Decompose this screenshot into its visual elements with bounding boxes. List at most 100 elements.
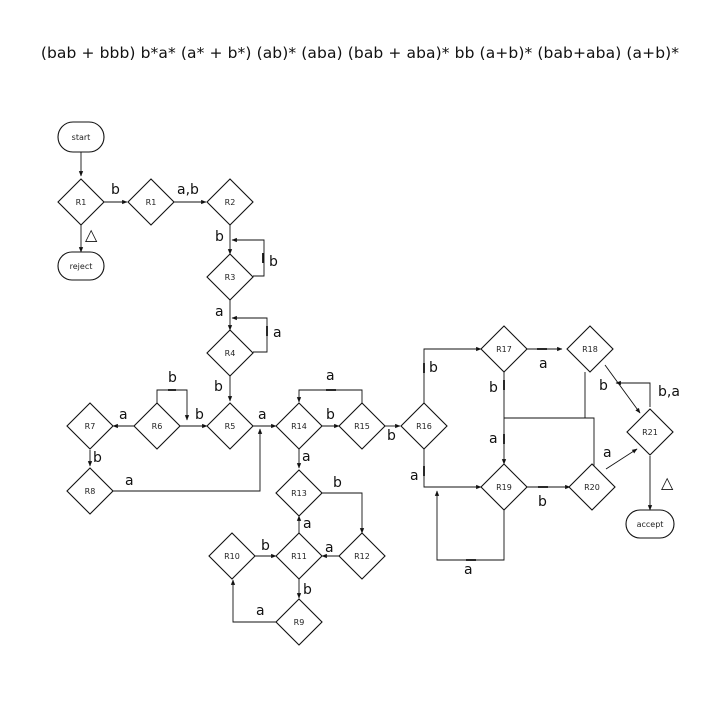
r13-label: R13	[291, 489, 307, 498]
label-r13-r12: b	[333, 475, 342, 491]
regex-title: (bab + bbb) b*a* (a* + b*) (ab)* (aba) (…	[40, 44, 680, 62]
r19-node[interactable]: R19	[480, 463, 528, 511]
r11-label: R11	[291, 552, 307, 561]
r11-node[interactable]: R11	[275, 532, 323, 580]
r4-label: R4	[225, 349, 236, 358]
label-r16-r19: a	[410, 468, 419, 484]
label-r9-r10: a	[256, 603, 265, 619]
label-r6-r5: b	[195, 407, 204, 423]
r1a-label: R1	[76, 198, 87, 207]
label-r3-r4: a	[215, 304, 224, 320]
r9-node[interactable]: R9	[275, 598, 323, 646]
label-r18-r21: b	[599, 378, 608, 394]
r14-label: R14	[291, 422, 307, 431]
r3-node[interactable]: R3	[206, 253, 254, 301]
label-r2-r3: b	[215, 229, 224, 245]
label-r17-r18: a	[539, 356, 548, 372]
edge-r9-r10	[230, 579, 276, 623]
nodes: start reject accept R1 R1 R2 R3 R	[57, 121, 675, 646]
label-r14-r15: b	[326, 407, 335, 423]
r20-node[interactable]: R20	[568, 463, 616, 511]
r1b-node[interactable]: R1	[127, 178, 175, 226]
label-r8-r5: a	[125, 473, 134, 489]
label-r19-loop-a: a	[489, 431, 498, 447]
edge-box-r20	[504, 417, 595, 466]
reject-triangle-icon: △	[85, 225, 98, 244]
r7-node[interactable]: R7	[66, 402, 114, 450]
r5-label: R5	[225, 422, 236, 431]
r4-node[interactable]: R4	[206, 329, 254, 377]
r15-label: R15	[354, 422, 370, 431]
r15-node[interactable]: R15	[338, 402, 386, 450]
label-r17-r19: b	[489, 380, 498, 396]
edge-r21-loop	[615, 380, 651, 407]
label-r20-r21: a	[603, 445, 612, 461]
edge-r20-r21	[605, 448, 638, 470]
r2-label: R2	[225, 198, 236, 207]
r8-label: R8	[85, 487, 96, 496]
r8-node[interactable]: R8	[66, 467, 114, 515]
r6-node[interactable]: R6	[133, 402, 181, 450]
label-r4-r5: b	[214, 379, 223, 395]
label-r7-r8: b	[93, 450, 102, 466]
r16-label: R16	[416, 422, 432, 431]
r10-node[interactable]: R10	[208, 532, 256, 580]
r21-label: R21	[642, 428, 658, 437]
edge-r18-box-top	[504, 372, 586, 419]
label-r6-r7: a	[119, 407, 128, 423]
reject-node[interactable]: reject	[57, 251, 105, 281]
accept-label: accept	[637, 520, 664, 529]
label-r6-loop: b	[168, 370, 177, 386]
r9-label: R9	[294, 618, 305, 627]
edge-r13-r12	[322, 492, 365, 534]
r18-label: R18	[582, 345, 598, 354]
edge-r19-loop-bottom	[434, 490, 505, 561]
r12-node[interactable]: R12	[338, 532, 386, 580]
r10-label: R10	[224, 552, 240, 561]
r5-node[interactable]: R5	[206, 402, 254, 450]
edge-r3-loop	[231, 237, 265, 277]
r16-node[interactable]: R16	[400, 402, 448, 450]
label-r15-r16: b	[387, 428, 396, 444]
edge-r16-r17	[423, 346, 482, 403]
edge-r15-loop	[296, 389, 363, 403]
label-r11-r13: a	[303, 516, 312, 532]
label-r3-loop: b	[269, 254, 278, 270]
start-node[interactable]: start	[57, 121, 105, 153]
r3-label: R3	[225, 273, 236, 282]
label-r11-r9: b	[303, 582, 312, 598]
r20-label: R20	[584, 483, 600, 492]
label-r1a-r1b: b	[111, 182, 120, 198]
label-r10-r11: b	[261, 538, 270, 554]
r7-label: R7	[85, 422, 96, 431]
r2-node[interactable]: R2	[206, 178, 254, 226]
r14-node[interactable]: R14	[275, 402, 323, 450]
edge-r18-r21	[604, 364, 641, 414]
label-r5-r14: a	[258, 407, 267, 423]
label-r4-loop: a	[273, 325, 282, 341]
r18-node[interactable]: R18	[566, 325, 614, 373]
label-r14-r13: a	[302, 449, 311, 465]
r6-label: R6	[152, 422, 163, 431]
r12-label: R12	[354, 552, 370, 561]
label-r19-loop-bottom: a	[464, 562, 473, 578]
edge-ticks	[168, 253, 548, 561]
r21-node[interactable]: R21	[626, 408, 674, 456]
r1a-node[interactable]: R1	[57, 178, 105, 226]
label-r12-r11: a	[325, 540, 334, 556]
accept-node[interactable]: accept	[625, 509, 675, 539]
label-r1b-r2: a,b	[177, 182, 199, 198]
start-label: start	[72, 133, 91, 142]
accept-triangle-icon: △	[661, 473, 674, 492]
r17-label: R17	[496, 345, 512, 354]
edge-r8-r5	[113, 428, 263, 492]
r13-node[interactable]: R13	[275, 469, 323, 517]
label-r16-r17: b	[429, 360, 438, 376]
label-r19-r20: b	[538, 494, 547, 510]
r17-node[interactable]: R17	[480, 325, 528, 373]
label-r15-loop: a	[326, 368, 335, 384]
label-r21-loop: b,a	[658, 384, 680, 400]
edge-labels: b a,b b b a a b b b a b a a b a b a b a …	[93, 182, 680, 619]
reject-label: reject	[70, 262, 93, 271]
